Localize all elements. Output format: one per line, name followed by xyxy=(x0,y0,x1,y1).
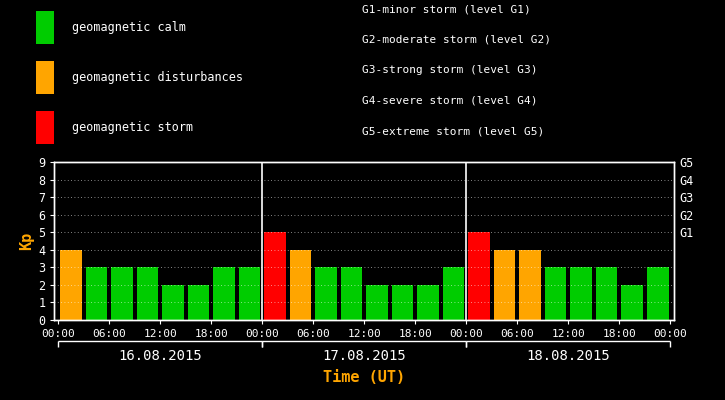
Bar xyxy=(111,267,133,320)
Bar xyxy=(418,285,439,320)
Text: G5-extreme storm (level G5): G5-extreme storm (level G5) xyxy=(362,126,544,136)
Bar xyxy=(341,267,362,320)
Text: geomagnetic disturbances: geomagnetic disturbances xyxy=(72,71,244,84)
Bar xyxy=(647,267,668,320)
Bar xyxy=(315,267,337,320)
Bar xyxy=(162,285,184,320)
Bar xyxy=(366,285,388,320)
Bar xyxy=(239,267,260,320)
Bar xyxy=(188,285,210,320)
Bar xyxy=(571,267,592,320)
Bar xyxy=(392,285,413,320)
Bar xyxy=(213,267,235,320)
Bar xyxy=(621,285,643,320)
Text: geomagnetic storm: geomagnetic storm xyxy=(72,121,194,134)
Bar xyxy=(86,267,107,320)
Text: 18.08.2015: 18.08.2015 xyxy=(526,349,610,363)
Bar xyxy=(544,267,566,320)
Text: G2-moderate storm (level G2): G2-moderate storm (level G2) xyxy=(362,35,552,45)
Bar xyxy=(136,267,158,320)
Bar xyxy=(519,250,541,320)
Text: geomagnetic calm: geomagnetic calm xyxy=(72,21,186,34)
Bar xyxy=(264,232,286,320)
Text: G1-minor storm (level G1): G1-minor storm (level G1) xyxy=(362,4,531,14)
Text: Time (UT): Time (UT) xyxy=(323,370,405,385)
Bar xyxy=(494,250,515,320)
Y-axis label: Kp: Kp xyxy=(19,232,34,250)
Bar xyxy=(290,250,311,320)
Bar xyxy=(443,267,465,320)
Text: G4-severe storm (level G4): G4-severe storm (level G4) xyxy=(362,96,538,106)
Bar xyxy=(60,250,82,320)
Text: 16.08.2015: 16.08.2015 xyxy=(118,349,202,363)
Bar xyxy=(596,267,618,320)
FancyBboxPatch shape xyxy=(36,61,54,94)
Text: 17.08.2015: 17.08.2015 xyxy=(323,349,406,363)
FancyBboxPatch shape xyxy=(36,11,54,44)
Text: G3-strong storm (level G3): G3-strong storm (level G3) xyxy=(362,65,538,75)
FancyBboxPatch shape xyxy=(36,111,54,144)
Bar xyxy=(468,232,490,320)
